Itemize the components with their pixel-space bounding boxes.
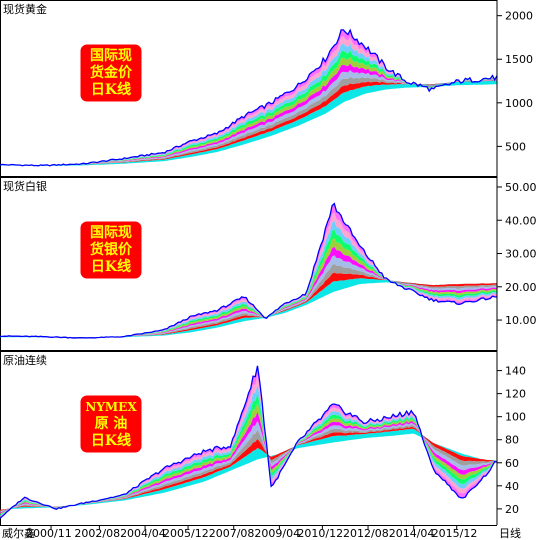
y-tick-label: 80 [505, 434, 519, 447]
ma-ribbon-band [0, 374, 497, 518]
panel-title: 原油连续 [3, 353, 47, 367]
x-tick-label: 2007/08 [209, 527, 255, 540]
y-tick-label: 30.00 [505, 248, 537, 261]
badge-text-line: 日K线 [91, 432, 131, 449]
y-tick-label: 2000 [505, 10, 533, 23]
x-tick-label: 2005/12 [163, 527, 209, 540]
x-tick-label: 2009/04 [254, 527, 300, 540]
x-axis-strip [0, 525, 540, 540]
badge-text-line: NYMEX [85, 400, 137, 414]
price-series-line [0, 202, 498, 339]
y-axis: 20 40 60 80 100 120 140 [496, 351, 526, 525]
panel-title: 现货黄金 [3, 2, 47, 16]
y-tick-label: 120 [505, 388, 526, 401]
panel-title: 现货白银 [3, 179, 47, 193]
y-tick-label: 140 [505, 365, 526, 378]
y-axis: 500 1000 1500 2000 [496, 0, 533, 176]
badge-background [79, 394, 143, 454]
ma-ribbon-band [0, 411, 497, 514]
badge-text-line: 日K线 [91, 81, 131, 98]
y-tick-label: 20.00 [505, 281, 537, 294]
badge-text-line: 日K线 [91, 258, 131, 275]
plot-frame [0, 177, 498, 351]
x-tick-label: 2002/08 [74, 527, 120, 540]
ma-ribbon-band [0, 402, 497, 515]
badge-background [79, 220, 143, 280]
x-tick-label: 2015/12 [432, 527, 478, 540]
badge-text-line: 国际现 [90, 225, 132, 241]
y-tick-label: 500 [505, 140, 526, 153]
x-tick-label: 2014/04 [389, 527, 435, 540]
y-tick-label: 40 [505, 480, 519, 493]
y-tick-label: 50.00 [505, 181, 537, 194]
badge-text-line: 货金价 [89, 64, 133, 81]
ma-ribbon-band [0, 420, 497, 513]
x-tick-label: 2012/08 [343, 527, 389, 540]
y-tick-label: 60 [505, 457, 519, 470]
ma-ribbon-band [0, 393, 497, 516]
ma-ribbon-band [0, 384, 497, 517]
app-label: 威尔鑫 [2, 526, 35, 540]
y-tick-label: 100 [505, 411, 526, 424]
price-series-line [0, 28, 498, 167]
y-axis: 10.00 20.00 30.00 40.00 50.00 [496, 177, 537, 350]
ma-ribbon-band [0, 365, 497, 519]
period-label: 日线 [499, 526, 521, 540]
y-tick-label: 1500 [505, 53, 533, 66]
x-tick-label: 2000/11 [26, 527, 72, 540]
plot-frame [0, 0, 498, 177]
x-tick-label: 2010/12 [297, 527, 343, 540]
badge-text-line: 国际现 [90, 48, 132, 64]
x-tick-label: 2004/04 [120, 527, 166, 540]
y-tick-label: 10.00 [505, 314, 537, 327]
badge-text-line: 货银价 [89, 241, 133, 258]
badge-background [79, 43, 143, 103]
y-tick-label: 20 [505, 503, 519, 516]
y-tick-label: 40.00 [505, 214, 537, 227]
ma-ribbon-band [0, 424, 497, 512]
badge-text-line: 原 油 [95, 415, 128, 432]
price-series-line [0, 365, 498, 519]
y-tick-label: 1000 [505, 97, 533, 110]
